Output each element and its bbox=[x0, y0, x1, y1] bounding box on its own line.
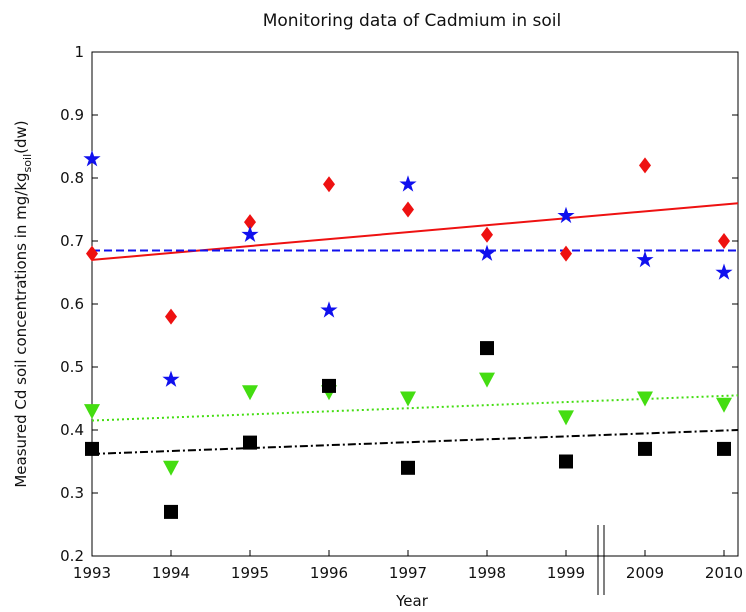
trend-line bbox=[91, 429, 739, 455]
y-tick-label: 0.7 bbox=[60, 232, 84, 250]
plot-frame bbox=[91, 51, 739, 557]
point bbox=[86, 245, 98, 262]
x-tick-label: 1994 bbox=[152, 564, 190, 582]
y-tick-label: 0.2 bbox=[60, 547, 84, 565]
point bbox=[639, 157, 651, 174]
point bbox=[717, 441, 731, 456]
x-tick-label: 1993 bbox=[73, 564, 111, 582]
point bbox=[85, 441, 99, 456]
point bbox=[558, 410, 574, 426]
y-tick-label: 0.4 bbox=[60, 421, 84, 439]
x-axis-label: Year bbox=[395, 592, 429, 610]
point bbox=[400, 391, 416, 407]
y-axis-label-sub: soil bbox=[21, 154, 34, 173]
y-tick-label: 0.3 bbox=[60, 484, 84, 502]
point bbox=[243, 435, 257, 450]
point bbox=[557, 206, 575, 224]
trend-line bbox=[91, 202, 739, 261]
point bbox=[637, 391, 653, 407]
x-tick-label: 2009 bbox=[626, 564, 664, 582]
point bbox=[401, 460, 415, 475]
point bbox=[479, 372, 495, 388]
x-tick-label: 1999 bbox=[547, 564, 585, 582]
point bbox=[480, 341, 494, 356]
y-axis-label-unit: (dw) bbox=[12, 120, 30, 154]
point bbox=[402, 201, 414, 218]
point bbox=[83, 150, 101, 167]
y-tick-label: 0.9 bbox=[60, 106, 84, 124]
point bbox=[163, 460, 179, 476]
x-tick-label: 1996 bbox=[310, 564, 348, 582]
y-tick-label: 1 bbox=[74, 43, 84, 61]
x-tick-label: 1998 bbox=[468, 564, 506, 582]
point bbox=[716, 397, 732, 413]
x-tick-label: 1997 bbox=[389, 564, 427, 582]
point bbox=[715, 263, 733, 280]
point bbox=[560, 245, 572, 262]
point bbox=[162, 370, 180, 387]
point bbox=[241, 225, 259, 242]
point bbox=[478, 244, 496, 261]
y-tick-label: 0.8 bbox=[60, 169, 84, 187]
y-tick-label: 0.6 bbox=[60, 295, 84, 313]
x-tick-label: 1995 bbox=[231, 564, 269, 582]
x-tick-label: 2010 bbox=[705, 564, 743, 582]
y-axis-label-main: Measured Cd soil concentrations in mg/kg bbox=[12, 172, 30, 487]
point bbox=[636, 250, 654, 268]
point bbox=[638, 441, 652, 456]
point bbox=[165, 308, 177, 325]
point bbox=[320, 301, 338, 318]
point bbox=[718, 233, 730, 249]
point bbox=[323, 176, 335, 193]
point bbox=[84, 404, 100, 420]
point bbox=[481, 226, 493, 243]
point bbox=[322, 378, 336, 393]
point bbox=[559, 454, 573, 469]
point bbox=[399, 175, 417, 192]
point bbox=[164, 504, 178, 519]
point bbox=[244, 214, 256, 231]
y-axis-label: Measured Cd soil concentrations in mg/kg… bbox=[12, 120, 34, 487]
chart-title: Monitoring data of Cadmium in soil bbox=[263, 11, 562, 31]
y-tick-label: 0.5 bbox=[60, 358, 84, 376]
point bbox=[242, 385, 258, 401]
